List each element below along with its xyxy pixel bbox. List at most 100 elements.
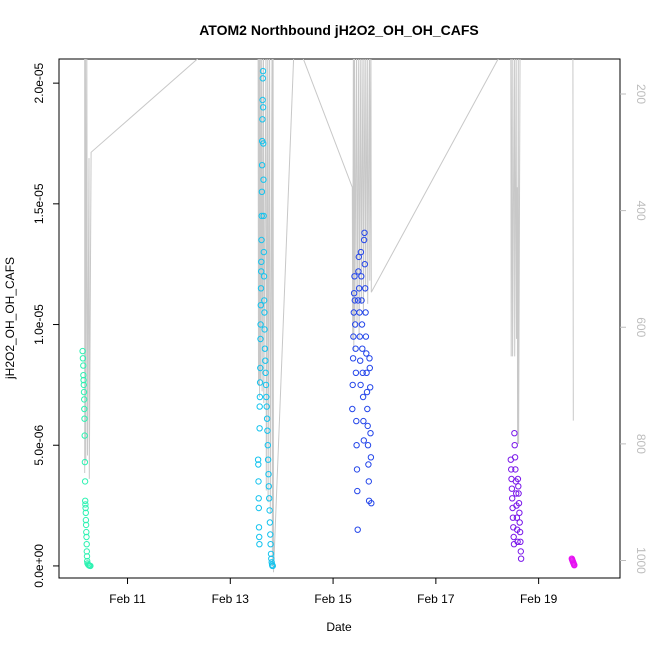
data-point xyxy=(260,273,268,280)
data-point xyxy=(263,393,270,401)
data-points xyxy=(79,67,578,570)
data-point xyxy=(350,333,357,340)
data-point xyxy=(259,67,267,75)
data-point xyxy=(258,212,265,220)
data-point xyxy=(363,369,370,376)
data-point xyxy=(354,297,362,304)
data-point xyxy=(256,393,264,401)
data-point xyxy=(362,333,370,340)
data-point xyxy=(354,487,361,495)
right-tick-label: 400 xyxy=(634,201,648,221)
data-point xyxy=(515,500,523,507)
y-tick-label: 2.0e-05 xyxy=(32,62,46,103)
data-point xyxy=(268,559,275,566)
data-point xyxy=(266,519,274,526)
right-tick-label: 200 xyxy=(634,84,648,104)
flight-series-2 xyxy=(254,67,276,570)
data-point xyxy=(79,355,87,362)
data-point xyxy=(258,258,265,265)
data-point xyxy=(260,176,267,183)
data-point xyxy=(358,321,366,328)
data-point xyxy=(357,357,364,364)
data-point xyxy=(266,507,273,514)
data-point xyxy=(259,75,266,82)
chart-title: ATOM2 Northbound jH2O2_OH_OH_CAFS xyxy=(199,22,479,38)
data-point xyxy=(364,422,371,430)
data-point xyxy=(367,384,374,391)
data-point xyxy=(517,538,524,545)
y-tick-label: 5.0e-06 xyxy=(32,425,46,466)
data-point xyxy=(349,355,357,362)
data-point xyxy=(515,490,522,497)
data-point xyxy=(356,309,363,316)
data-point xyxy=(366,355,373,362)
data-point xyxy=(365,478,372,485)
data-point xyxy=(81,396,88,403)
flight-series-4 xyxy=(507,430,525,562)
data-point xyxy=(254,456,262,463)
data-point xyxy=(510,533,517,541)
data-point xyxy=(256,425,263,432)
data-point xyxy=(82,509,90,516)
data-point xyxy=(509,495,516,502)
data-point xyxy=(82,504,89,512)
data-point xyxy=(262,357,269,364)
right-tick-label: 800 xyxy=(634,434,648,454)
data-point xyxy=(257,285,265,292)
data-point xyxy=(367,430,374,437)
data-point xyxy=(517,555,525,562)
data-point xyxy=(349,381,356,389)
data-point xyxy=(358,273,365,280)
data-point xyxy=(360,417,367,425)
data-point xyxy=(255,504,262,512)
data-point xyxy=(352,369,360,376)
data-point xyxy=(82,521,90,529)
data-point xyxy=(354,526,361,533)
data-point xyxy=(79,347,86,355)
data-point xyxy=(353,466,361,473)
data-point xyxy=(511,430,518,437)
data-point xyxy=(81,432,88,439)
data-point xyxy=(80,381,88,389)
data-point xyxy=(260,248,267,256)
data-point xyxy=(81,415,88,422)
data-point xyxy=(360,236,368,244)
data-point xyxy=(83,533,90,541)
data-point xyxy=(83,541,90,548)
data-point xyxy=(261,309,268,316)
flight-series-1 xyxy=(79,347,94,570)
data-point xyxy=(81,405,88,413)
y-tick-label: 1.0e-05 xyxy=(32,304,46,345)
data-point xyxy=(261,345,269,352)
data-point xyxy=(508,485,516,492)
x-tick-label: Feb 17 xyxy=(417,592,455,606)
data-point xyxy=(263,415,271,422)
data-point xyxy=(261,326,268,333)
data-point xyxy=(353,417,360,425)
data-point xyxy=(263,403,270,410)
data-point xyxy=(368,500,375,507)
x-tick-label: Feb 19 xyxy=(520,592,558,606)
data-point xyxy=(363,388,371,396)
data-point xyxy=(361,229,368,237)
x-tick-label: Feb 15 xyxy=(314,592,352,606)
data-point xyxy=(367,454,375,461)
data-point xyxy=(260,212,267,220)
data-point xyxy=(516,528,524,536)
data-point xyxy=(262,381,270,389)
right-tick-label: 1000 xyxy=(634,547,648,574)
data-point xyxy=(353,442,360,449)
data-point xyxy=(267,531,274,538)
data-point xyxy=(81,458,89,466)
flight-series-5 xyxy=(568,555,578,569)
data-point xyxy=(256,541,263,548)
data-point xyxy=(363,350,370,357)
x-tick-label: Feb 13 xyxy=(212,592,250,606)
data-point xyxy=(81,478,89,485)
y-tick-label: 1.5e-05 xyxy=(32,183,46,224)
x-axis-label: Date xyxy=(326,620,352,634)
data-point xyxy=(359,369,366,376)
data-point xyxy=(352,321,359,328)
data-point xyxy=(260,140,267,147)
